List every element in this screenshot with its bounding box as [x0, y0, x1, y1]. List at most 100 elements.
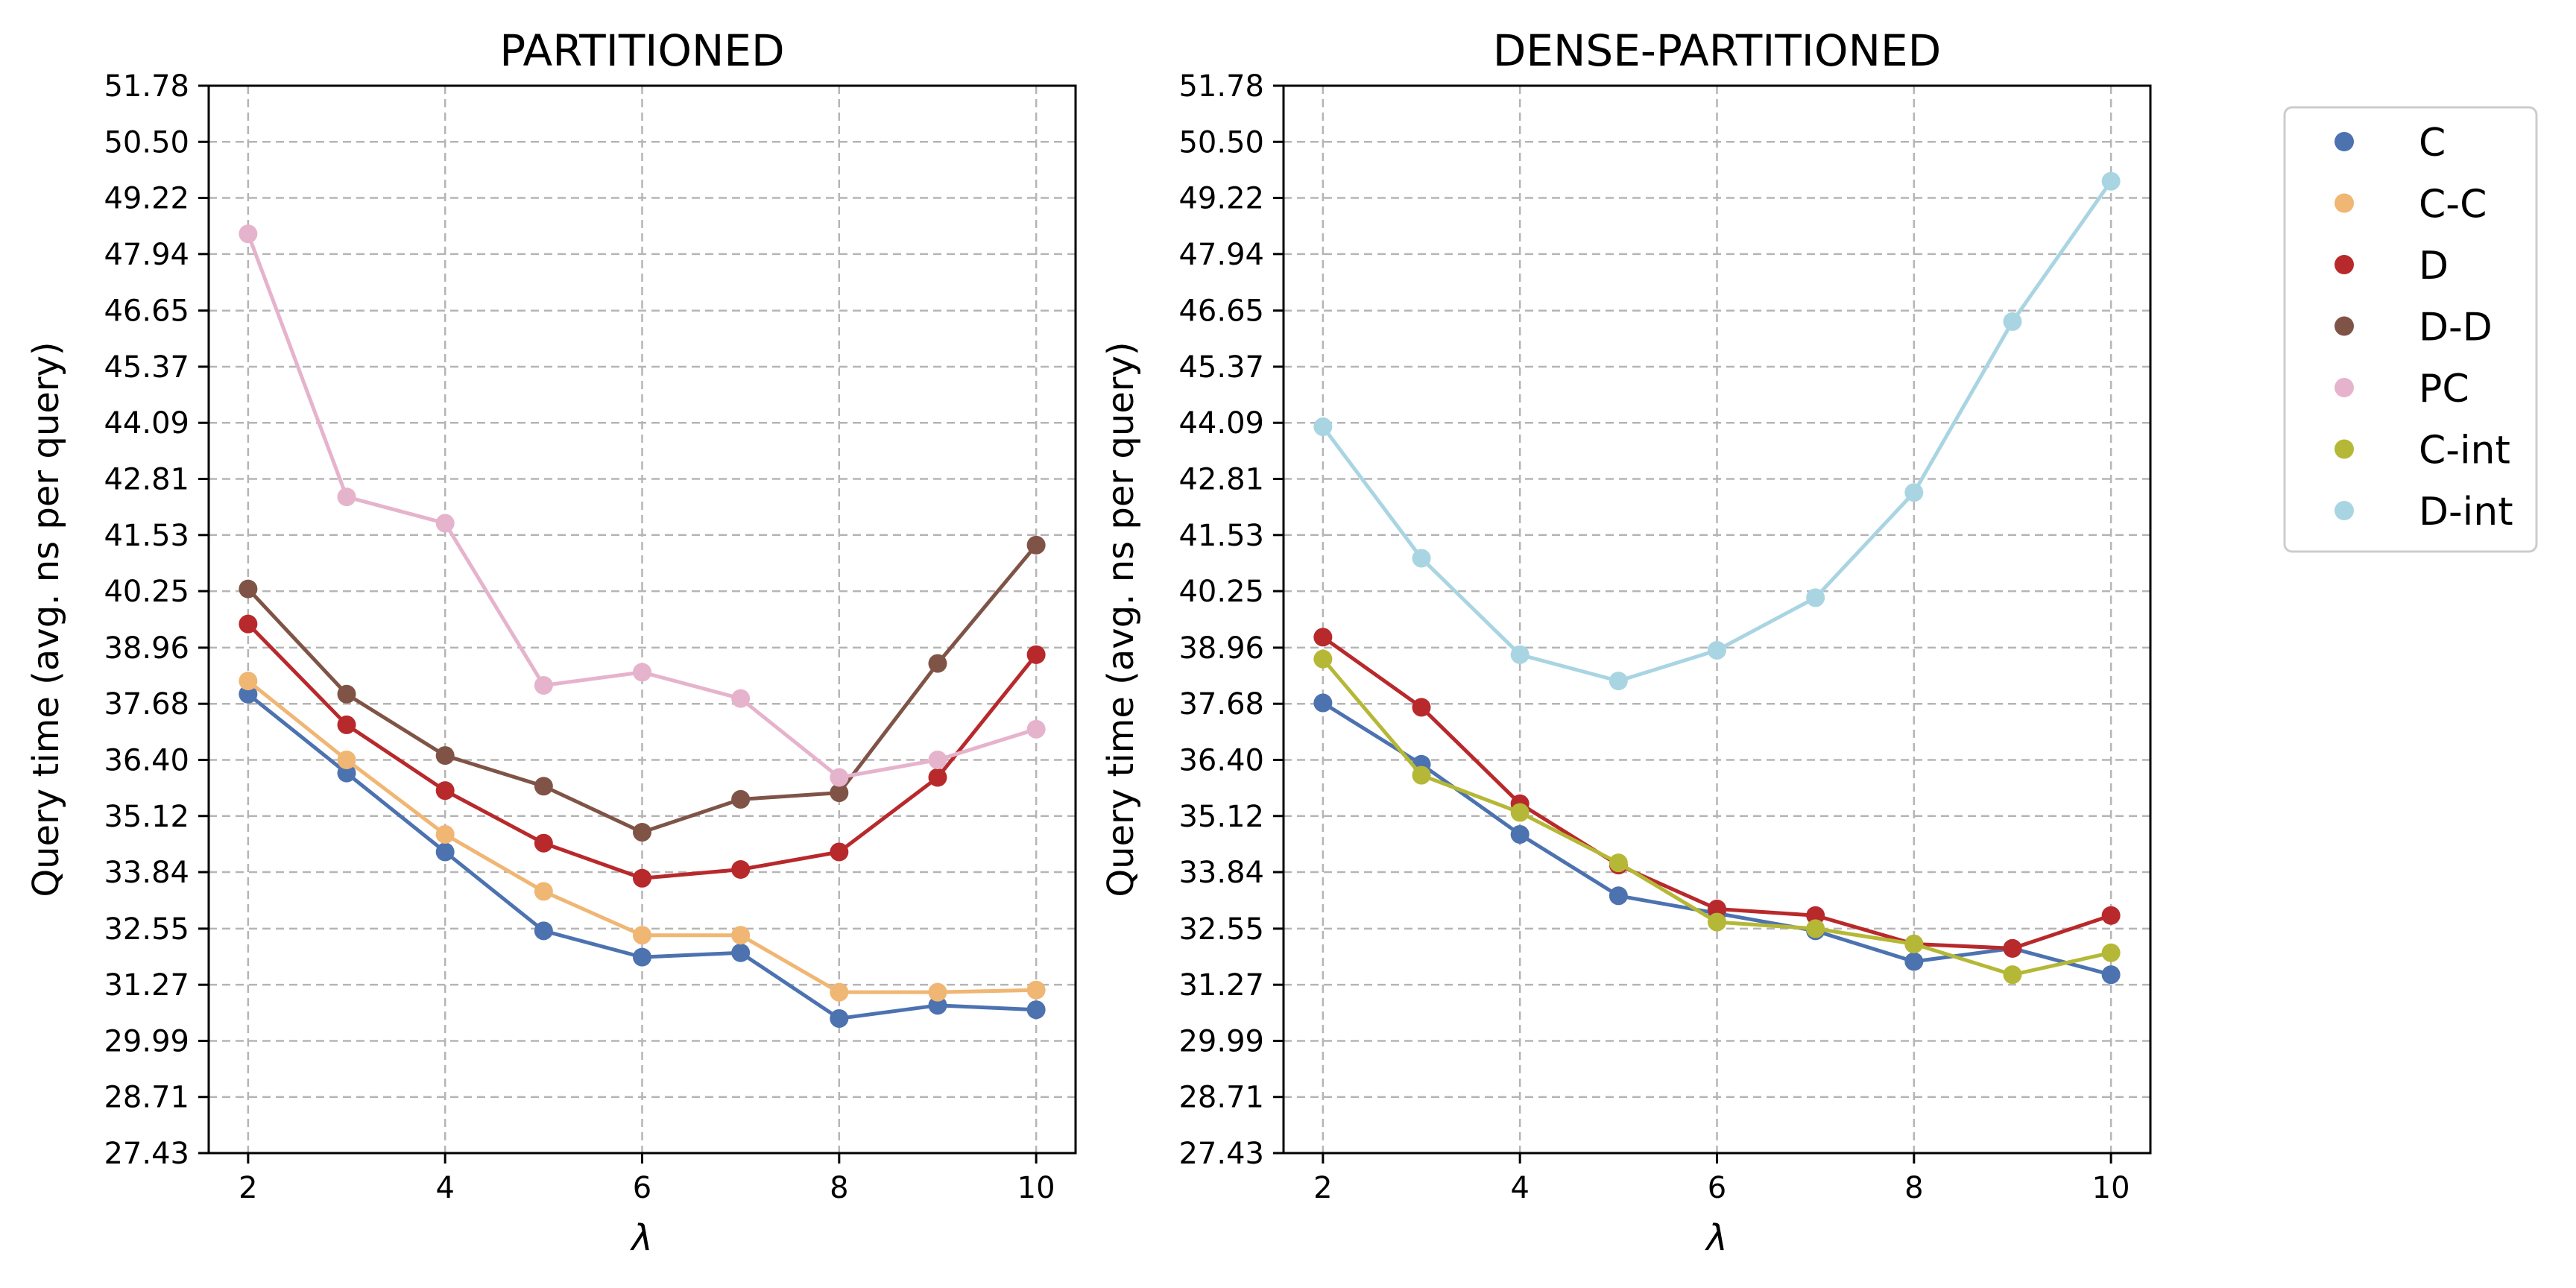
- y-tick-label: 41.53: [104, 519, 189, 553]
- chart-partitioned: 2 4 6 8 10 27.43 28.71 29.99 31.27 32.55 33.84 35.1…: [25, 25, 1077, 1259]
- data-point-pc: [239, 224, 258, 244]
- data-point-c: [534, 921, 553, 941]
- legend-marker-d: [2334, 255, 2354, 274]
- y-tick-label: 35.12: [1178, 800, 1264, 834]
- data-point-d: [534, 833, 553, 853]
- data-point-d-d: [1026, 535, 1046, 555]
- y-tick-label: 45.37: [1178, 350, 1264, 385]
- x-tick-label: 10: [2092, 1171, 2130, 1205]
- data-point-d-int: [2101, 171, 2121, 191]
- data-point-c: [928, 996, 947, 1015]
- panel-title: PARTITIONED: [499, 25, 784, 76]
- data-point-d-d: [830, 783, 849, 803]
- y-axis-label: Query time (avg. ns per query): [25, 341, 67, 897]
- legend-label-d: D: [2419, 244, 2449, 288]
- data-point-c: [337, 763, 356, 783]
- data-point-d: [1313, 628, 1333, 647]
- legend-box: [2283, 106, 2538, 553]
- data-point-c-c: [534, 882, 553, 901]
- data-point-pc: [830, 768, 849, 787]
- data-point-c-c: [928, 982, 947, 1002]
- y-tick-label: 40.25: [104, 575, 189, 609]
- data-point-c-int: [2101, 943, 2121, 962]
- data-point-d: [1412, 698, 1431, 717]
- data-point-pc: [337, 487, 356, 507]
- data-point-d-d: [731, 789, 751, 809]
- y-tick-label: 36.40: [1178, 743, 1264, 777]
- x-tick-label: 8: [830, 1171, 848, 1205]
- data-point-c-c: [337, 750, 356, 769]
- y-tick-label: 47.94: [104, 238, 189, 272]
- data-point-pc: [1026, 719, 1046, 739]
- legend-marker-pc: [2334, 378, 2354, 397]
- y-tick-label: 46.65: [1178, 294, 1264, 329]
- y-tick-label: 42.81: [104, 463, 189, 497]
- data-point-d-d: [337, 684, 356, 704]
- y-tick-label: 27.43: [1178, 1137, 1264, 1171]
- y-tick-label: 28.71: [1178, 1081, 1264, 1115]
- data-point-c-c: [633, 926, 651, 945]
- data-point-pc: [928, 750, 947, 769]
- data-point-d-int: [1708, 640, 1726, 660]
- y-tick-label: 41.53: [1178, 519, 1264, 553]
- y-tick-label: 29.99: [1178, 1024, 1264, 1058]
- data-point-d: [2003, 938, 2022, 958]
- y-tick-label: 38.96: [1178, 631, 1264, 666]
- series-line-d-int: [1321, 180, 2113, 684]
- legend-marker-d-int: [2334, 501, 2354, 520]
- data-point-pc: [435, 514, 455, 533]
- legend-label-d-d: D-D: [2419, 306, 2493, 350]
- y-tick-label: 36.40: [104, 743, 189, 777]
- y-tick-label: 37.68: [104, 687, 189, 722]
- data-point-d-int: [2003, 312, 2022, 331]
- data-point-c-c: [435, 824, 455, 844]
- legend: C C-C D D-D PC C-int D-int: [2283, 106, 2538, 553]
- data-point-c-int: [1904, 934, 1924, 953]
- legend-label-c-c: C-C: [2419, 183, 2487, 227]
- data-point-d: [1708, 899, 1726, 918]
- data-point-d: [239, 614, 258, 634]
- y-tick-label: 51.78: [104, 69, 189, 104]
- data-point-d: [1806, 906, 1825, 925]
- data-point-d-d: [928, 654, 947, 673]
- y-tick-label: 50.50: [1178, 125, 1264, 160]
- legend-marker-d-d: [2334, 316, 2354, 336]
- y-axis-label: Query time (avg. ns per query): [1100, 341, 1142, 897]
- x-tick-label: 6: [1708, 1171, 1726, 1205]
- data-point-d-d: [633, 823, 651, 842]
- y-tick-label: 50.50: [104, 125, 189, 160]
- y-tick-label: 35.12: [104, 800, 189, 834]
- data-point-c-int: [1806, 919, 1825, 938]
- x-tick-label: 10: [1017, 1171, 1055, 1205]
- y-tick-label: 31.27: [1178, 968, 1264, 1003]
- data-point-c-int: [1510, 803, 1530, 822]
- y-tick-label: 44.09: [1178, 406, 1264, 441]
- data-point-c-int: [1313, 649, 1333, 669]
- data-point-c: [731, 943, 751, 962]
- data-point-c: [1904, 952, 1924, 971]
- data-point-d-int: [1412, 549, 1431, 568]
- data-point-d: [435, 781, 455, 801]
- x-tick-label: 8: [1904, 1171, 1923, 1205]
- data-point-c: [1609, 886, 1628, 906]
- x-axis-label: λ: [629, 1217, 652, 1259]
- legend-label-pc: PC: [2419, 367, 2469, 411]
- data-point-c-int: [1412, 765, 1431, 785]
- data-point-c: [1510, 824, 1530, 844]
- y-tick-label: 40.25: [1178, 575, 1264, 609]
- y-tick-label: 38.96: [104, 631, 189, 666]
- data-point-d: [1026, 645, 1046, 664]
- panel-title: DENSE-PARTITIONED: [1493, 25, 1942, 76]
- chart-dense-partitioned: 2 4 6 8 10 27.43 28.71 29.99 31.27 32.55 33.84 35.1…: [1100, 25, 2152, 1259]
- data-point-d: [633, 868, 651, 888]
- data-point-c: [2101, 965, 2121, 985]
- data-point-c-int: [1609, 853, 1628, 873]
- y-tick-label: 49.22: [1178, 182, 1264, 216]
- y-tick-label: 44.09: [104, 406, 189, 441]
- x-tick-label: 4: [435, 1171, 454, 1205]
- data-point-d: [830, 842, 849, 862]
- data-point-d: [928, 768, 947, 787]
- y-tick-label: 45.37: [104, 350, 189, 385]
- data-point-d: [337, 715, 356, 734]
